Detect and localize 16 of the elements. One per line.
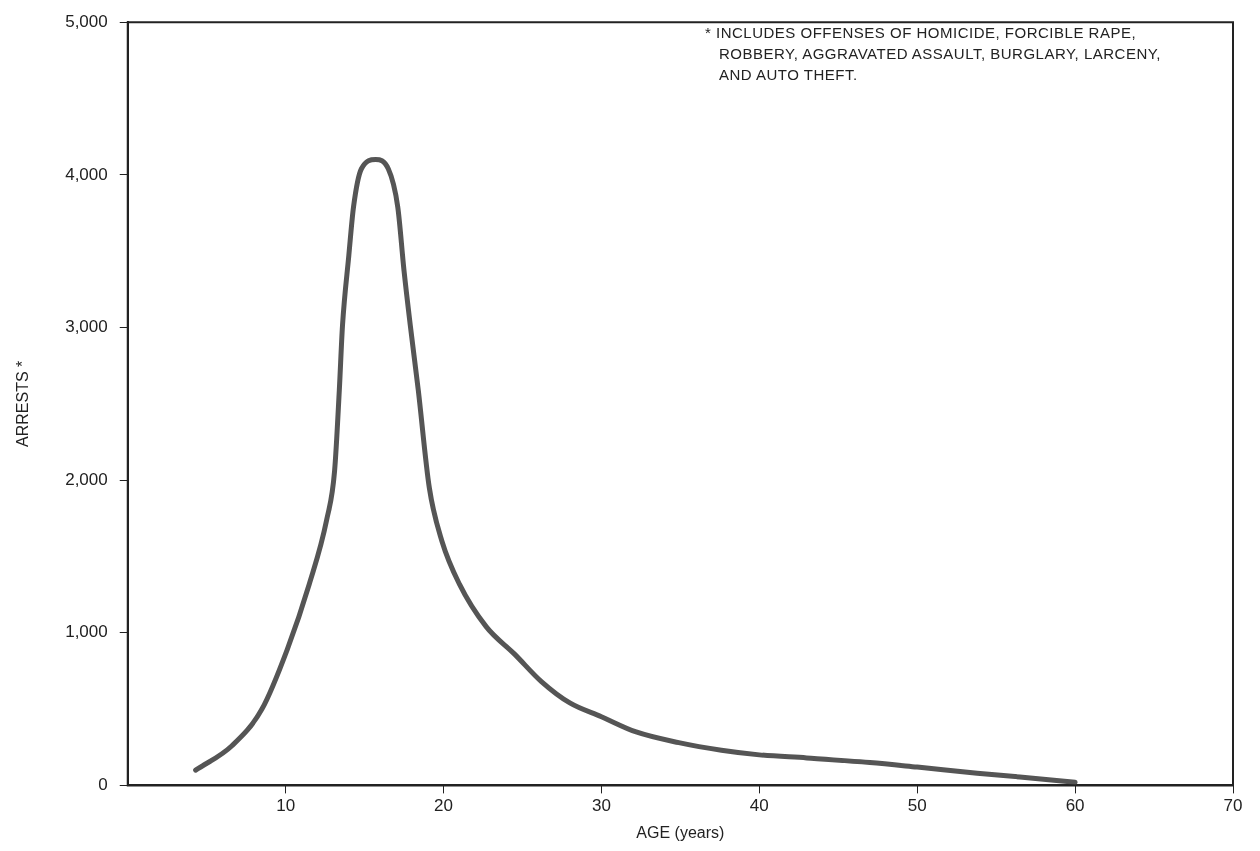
y-tick-label: 2,000 [65,469,108,489]
y-tick-label: 4,000 [65,164,108,184]
x-tick-label: 70 [1223,796,1243,816]
y-tick-label: 5,000 [65,11,108,31]
y-tick-label: 3,000 [65,317,108,337]
y-axis-title: ARRESTS * [14,360,32,447]
annotation: * INCLUDES OFFENSES OF HOMICIDE, FORCIBLE RAPE, ROBBERY, AGGRAVATED ASSAULT, BURGLARY, LARCENY, AND AUTO THEFT. [705,23,1162,85]
x-tick-label: 10 [276,796,296,816]
x-tick-label: 20 [434,796,453,816]
x-axis-title: AGE (years) [636,823,725,841]
x-tick-label: 50 [907,796,927,816]
x-tick-label: 60 [1065,796,1085,816]
y-tick-label: 1,000 [65,622,108,642]
x-tick-label: 40 [749,796,769,816]
y-tick-label: 0 [98,775,108,795]
x-tick-label: 30 [591,796,611,816]
